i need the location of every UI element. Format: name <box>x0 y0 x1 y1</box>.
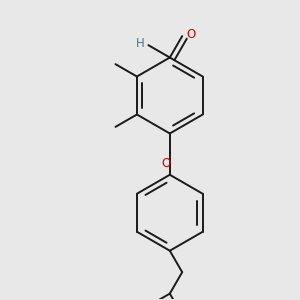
Text: H: H <box>136 37 145 50</box>
Text: O: O <box>186 28 195 41</box>
Text: O: O <box>161 157 170 169</box>
